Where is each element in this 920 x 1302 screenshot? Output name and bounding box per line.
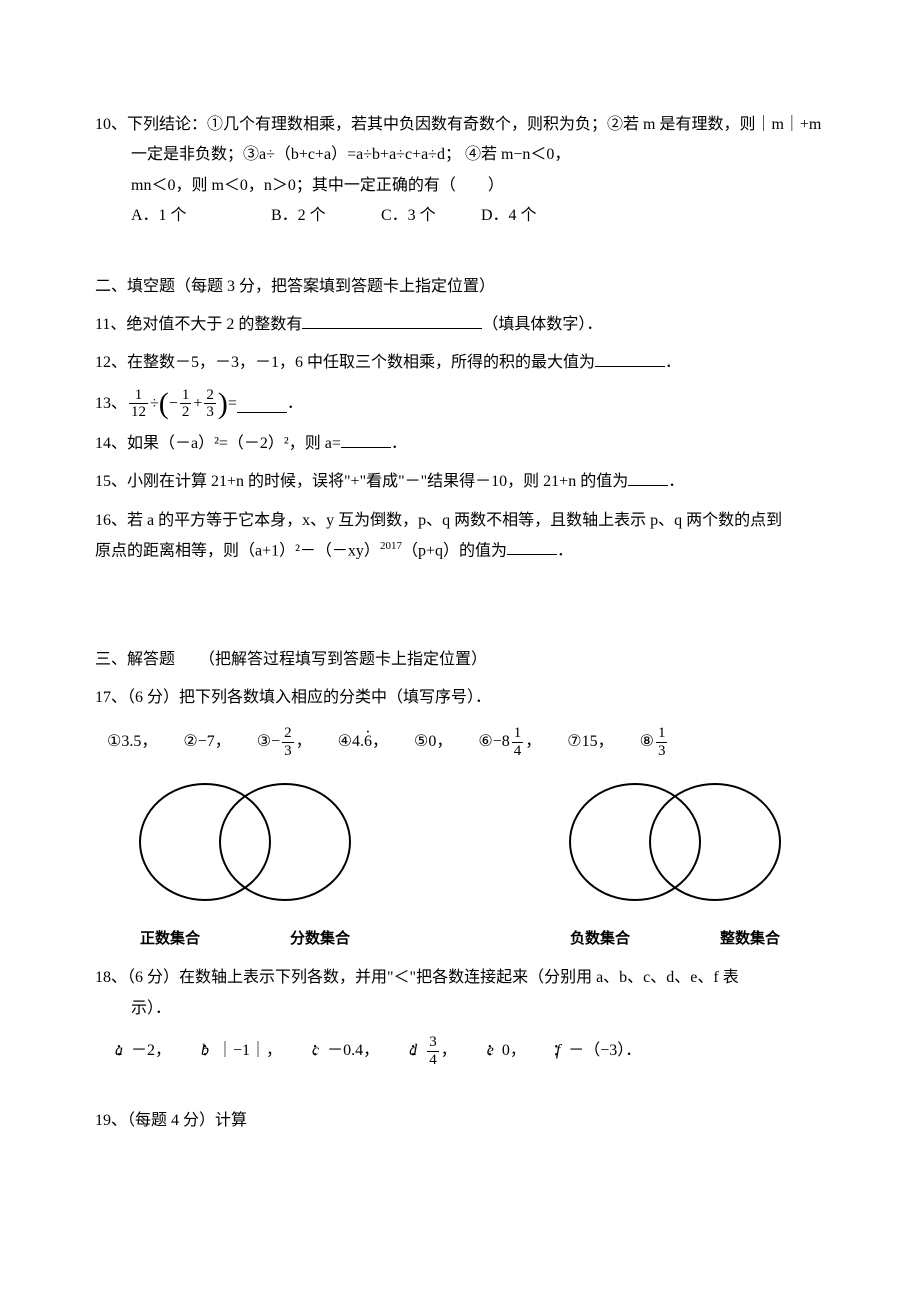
q17-i6: ⑥−814， xyxy=(478,725,541,759)
q17-items: ①3.5， ②−7， ③−23， ④4.6， ⑤0， ⑥−814， ⑦15， ⑧… xyxy=(95,725,825,759)
q18-items: a：－2， b ：｜−1｜， c：－0.4， d：34， e：0， f：－（−3… xyxy=(95,1034,825,1068)
q17-i4: ④4.6， xyxy=(338,727,388,757)
label-integer: 整数集合 xyxy=(720,925,780,954)
q17-i8: ⑧13 xyxy=(640,725,670,759)
q13-plus: + xyxy=(193,389,202,419)
q13-neg: − xyxy=(169,389,178,419)
q13-blank xyxy=(237,395,287,413)
q18-title2: 示）． xyxy=(95,994,825,1024)
q11-blank xyxy=(302,311,482,329)
q16-line2: 原点的距离相等，则（a+1）²－（－xy）2017（p+q）的值为． xyxy=(95,536,825,567)
q17-i1: ①3.5， xyxy=(107,727,157,757)
q15-post: ． xyxy=(668,473,684,490)
q14-pre: 14、如果（－a）²=（－2）²，则 a= xyxy=(95,435,341,452)
q12-blank xyxy=(595,350,665,368)
question-16: 16、若 a 的平方等于它本身，x、y 互为倒数，p、q 两数不相等，且数轴上表… xyxy=(95,506,825,567)
q18-a: a：－2， xyxy=(115,1036,171,1066)
q14-post: ． xyxy=(391,435,407,452)
section-2-title: 二、填空题（每题 3 分，把答案填到答题卡上指定位置） xyxy=(95,272,825,302)
q16-blank xyxy=(507,538,557,556)
q10-line1: 10、下列结论：①几个有理数相乘，若其中负因数有奇数个，则积为负；②若 m 是有… xyxy=(95,110,825,140)
q10-options: A．1 个 B．2 个 C．3 个 D．4 个 xyxy=(95,201,825,231)
q18-e: e：0， xyxy=(487,1036,526,1066)
q17-i2: ②−7， xyxy=(183,727,230,757)
question-17: 17、（6 分）把下列各数填入相应的分类中（填写序号）． ①3.5， ②−7， … xyxy=(95,683,825,953)
q18-c: c：－0.4， xyxy=(312,1036,379,1066)
q12-post: ． xyxy=(665,354,681,371)
venn-right-svg xyxy=(555,777,795,907)
label-positive: 正数集合 xyxy=(140,925,200,954)
q13-frac3: 23 xyxy=(204,387,216,421)
q13-pre: 13、 xyxy=(95,389,127,419)
venn-left: 正数集合 分数集合 xyxy=(125,777,365,953)
q12-pre: 12、在整数－5，－3，－1，6 中任取三个数相乘，所得的积的最大值为 xyxy=(95,354,595,371)
question-18: 18、（6 分）在数轴上表示下列各数，并用"＜"把各数连接起来（分别用 a、b、… xyxy=(95,963,825,1068)
q13-frac1: 112 xyxy=(129,387,148,421)
q14-blank xyxy=(341,430,391,448)
question-11: 11、绝对值不大于 2 的整数有 （填具体数字）． xyxy=(95,310,825,340)
question-12: 12、在整数－5，－3，－1，6 中任取三个数相乘，所得的积的最大值为 ． xyxy=(95,348,825,378)
q16-line1: 16、若 a 的平方等于它本身，x、y 互为倒数，p、q 两数不相等，且数轴上表… xyxy=(95,506,825,536)
q17-title: 17、（6 分）把下列各数填入相应的分类中（填写序号）． xyxy=(95,683,825,713)
q13-post: ． xyxy=(287,389,303,419)
venn-diagrams: 正数集合 分数集合 负数集合 整数集合 xyxy=(125,777,795,953)
q10-optC: C．3 个 xyxy=(381,201,481,231)
q17-i3: ③−23， xyxy=(257,725,312,759)
question-13: 13、 112 ÷ ( − 12 + 23 ) = ． xyxy=(95,387,825,421)
section-3-title: 三、解答题 （把解答过程填写到答题卡上指定位置） xyxy=(95,645,825,675)
q18-f: f：－（−3）． xyxy=(556,1036,641,1066)
question-19: 19、（每题 4 分）计算 xyxy=(95,1106,825,1136)
venn-right: 负数集合 整数集合 xyxy=(555,777,795,953)
q15-blank xyxy=(628,469,668,487)
q13-eq: = xyxy=(228,389,237,419)
q17-i5: ⑤0， xyxy=(414,727,452,757)
q11-post: （填具体数字）． xyxy=(482,316,602,333)
q13-div: ÷ xyxy=(150,389,159,419)
question-15: 15、小刚在计算 21+n 的时候，误将"+"看成"－"结果得－10，则 21+… xyxy=(95,467,825,497)
q10-optD: D．4 个 xyxy=(481,201,581,231)
q18-d: d：34， xyxy=(409,1034,457,1068)
q18-b: b ：｜−1｜， xyxy=(201,1036,282,1066)
q10-optB: B．2 个 xyxy=(271,201,381,231)
q15-pre: 15、小刚在计算 21+n 的时候，误将"+"看成"－"结果得－10，则 21+… xyxy=(95,473,628,490)
q10-optA: A．1 个 xyxy=(131,201,271,231)
q13-frac2: 12 xyxy=(180,387,192,421)
q10-line2: 一定是非负数；③a÷（b+c+a）=a÷b+a÷c+a÷d； ④若 m−n＜0， xyxy=(95,140,825,170)
venn-left-svg xyxy=(125,777,365,907)
question-14: 14、如果（－a）²=（－2）²，则 a= ． xyxy=(95,429,825,459)
q17-i7: ⑦15， xyxy=(567,727,613,757)
q10-line3: mn＜0，则 m＜0，n＞0；其中一定正确的有（ ） xyxy=(95,171,825,201)
q13-rparen: ) xyxy=(218,389,228,419)
q13-lparen: ( xyxy=(159,389,169,419)
q11-pre: 11、绝对值不大于 2 的整数有 xyxy=(95,316,302,333)
label-negative: 负数集合 xyxy=(570,925,630,954)
q18-title: 18、（6 分）在数轴上表示下列各数，并用"＜"把各数连接起来（分别用 a、b、… xyxy=(95,963,825,993)
label-fraction: 分数集合 xyxy=(290,925,350,954)
question-10: 10、下列结论：①几个有理数相乘，若其中负因数有奇数个，则积为负；②若 m 是有… xyxy=(95,110,825,232)
